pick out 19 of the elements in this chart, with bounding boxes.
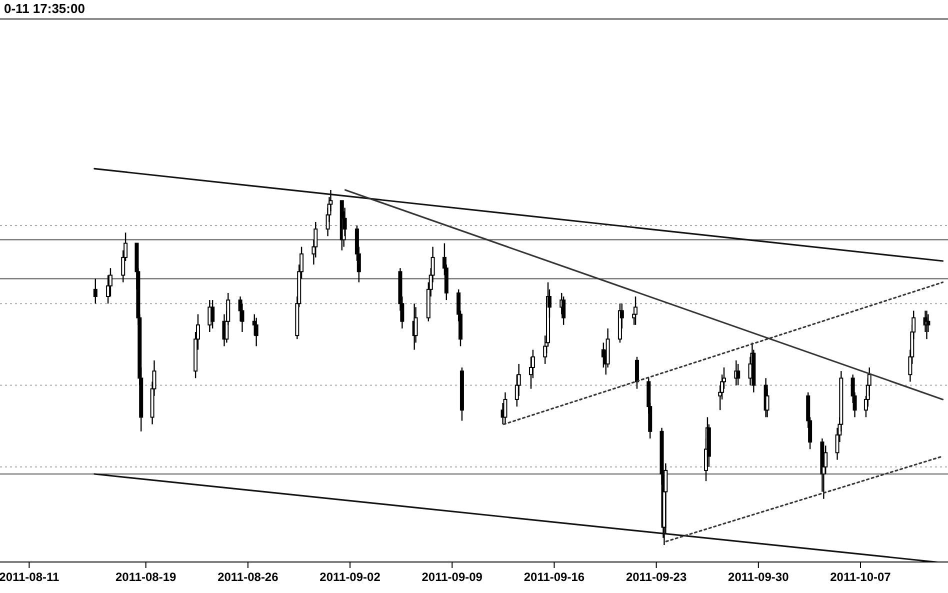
x-tick-label: 2011-08-26 xyxy=(218,570,279,584)
x-tick-label: 2011-08-11 xyxy=(0,570,60,584)
candlestick xyxy=(634,356,639,390)
candlestick xyxy=(835,427,840,460)
chart-title: 0-11 17:35:00 xyxy=(4,1,85,16)
candlestick xyxy=(503,392,508,425)
x-tick-label: 2011-09-30 xyxy=(728,570,790,584)
candlestick xyxy=(634,296,638,326)
x-tick-label: 2011-10-07 xyxy=(830,570,892,584)
candlestick xyxy=(736,363,740,386)
candlestick xyxy=(562,296,566,326)
x-tick-label: 2011-09-09 xyxy=(422,570,483,584)
candlestick xyxy=(93,278,98,304)
candlestick xyxy=(210,299,215,330)
x-tick-label: 2011-09-23 xyxy=(626,570,687,584)
candlestick xyxy=(254,317,258,347)
x-tick-label: 2011-09-16 xyxy=(524,570,585,584)
x-tick-label: 2011-09-02 xyxy=(320,570,381,584)
x-tick-label: 2011-08-19 xyxy=(115,570,177,584)
